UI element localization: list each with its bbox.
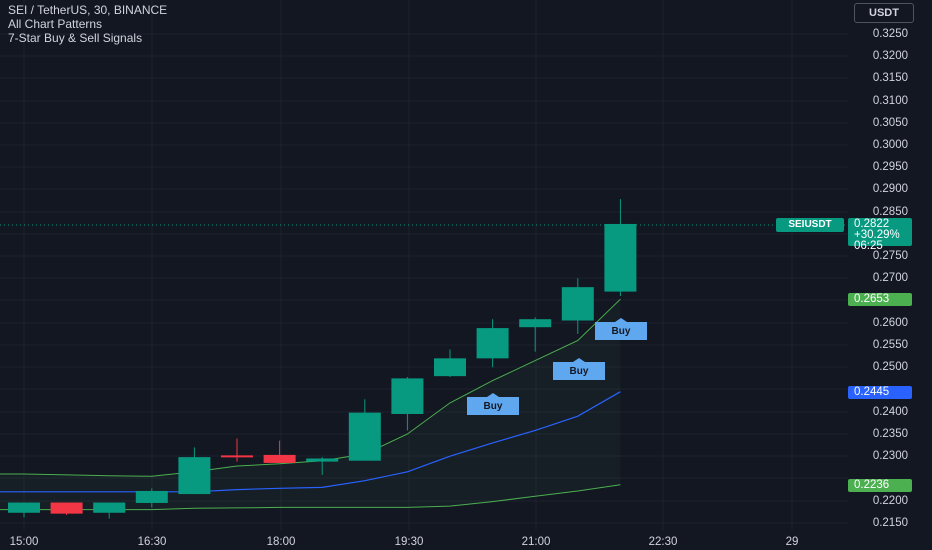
indicator-all-chart-patterns[interactable]: All Chart Patterns: [8, 17, 103, 31]
price-label: 0.2600: [872, 317, 908, 329]
candle-body: [221, 455, 253, 458]
candle-body: [263, 454, 296, 463]
candle-body: [604, 223, 637, 292]
candle-body: [306, 458, 339, 462]
symbol-tag: SEIUSDT: [776, 218, 844, 232]
chart-legend: SEI / TetherUS, 30, BINANCE All Chart Pa…: [8, 3, 167, 45]
candle-body: [8, 502, 40, 513]
symbol-title[interactable]: SEI / TetherUS, 30, BINANCE: [8, 3, 168, 17]
price-label: 0.2700: [872, 272, 908, 284]
price-label: 0.2850: [872, 206, 908, 218]
last-price-value: 0.2822: [854, 218, 890, 230]
time-label: 22:30: [648, 536, 678, 548]
candle-body: [178, 457, 211, 495]
buy-signal-shape: [467, 393, 519, 415]
candle-body: [50, 502, 83, 514]
mid-line-tag: 0.2445: [848, 386, 912, 399]
buy-signal-shape: [553, 358, 605, 380]
candle-body: [93, 502, 126, 513]
candle-body: [561, 287, 594, 321]
price-label: 0.3000: [872, 139, 908, 151]
price-label: 0.2150: [872, 517, 908, 529]
grid-lines: [0, 0, 848, 530]
time-label: 19:30: [394, 536, 424, 548]
price-label: 0.2750: [872, 250, 908, 262]
upper-band-line: [0, 298, 621, 477]
price-label: 0.2950: [872, 161, 908, 173]
lower-band-line: [0, 484, 621, 511]
candle-body: [476, 328, 509, 359]
band-overlay: [0, 298, 621, 511]
indicator-7-star-signals[interactable]: 7-Star Buy & Sell Signals: [8, 31, 143, 45]
time-label: 29: [785, 536, 799, 548]
price-label: 0.3200: [872, 50, 908, 62]
price-label: 0.2550: [872, 339, 908, 351]
price-label: 0.2400: [872, 406, 908, 418]
price-label: 0.3100: [872, 95, 908, 107]
lower-band-tag: 0.2236: [848, 479, 912, 492]
price-change-percent: +30.29%: [854, 229, 900, 241]
time-label: 15:00: [9, 536, 39, 548]
price-label: 0.2200: [872, 495, 908, 507]
buy-signal-label: Buy: [569, 366, 589, 377]
mid-line: [0, 391, 621, 493]
candle-body: [348, 412, 381, 461]
time-label: 18:00: [266, 536, 296, 548]
upper-band-tag: 0.2653: [848, 293, 912, 306]
last-price-tag: 0.2822 +30.29% 06:25: [848, 218, 912, 252]
candle-body: [519, 319, 552, 328]
buy-signals: [467, 318, 647, 415]
time-label: 21:00: [521, 536, 551, 548]
price-label: 0.2500: [872, 361, 908, 373]
candle-body: [434, 358, 466, 377]
price-label: 0.3250: [872, 28, 908, 40]
price-label: 0.2900: [872, 183, 908, 195]
buy-signal-label: Buy: [611, 326, 631, 337]
bar-countdown: 06:25: [854, 240, 883, 252]
buy-signal-label: Buy: [483, 401, 503, 412]
price-label: 0.2350: [872, 428, 908, 440]
price-label: 0.3050: [872, 117, 908, 129]
buy-signal-shape: [595, 318, 647, 340]
time-label: 16:30: [137, 536, 167, 548]
band-fill: [0, 299, 621, 510]
candle-body: [391, 378, 424, 414]
price-label: 0.3150: [872, 72, 908, 84]
price-label: 0.2300: [872, 450, 908, 462]
candle-body: [135, 490, 168, 503]
candles: [8, 199, 637, 519]
currency-button[interactable]: USDT: [854, 3, 914, 23]
